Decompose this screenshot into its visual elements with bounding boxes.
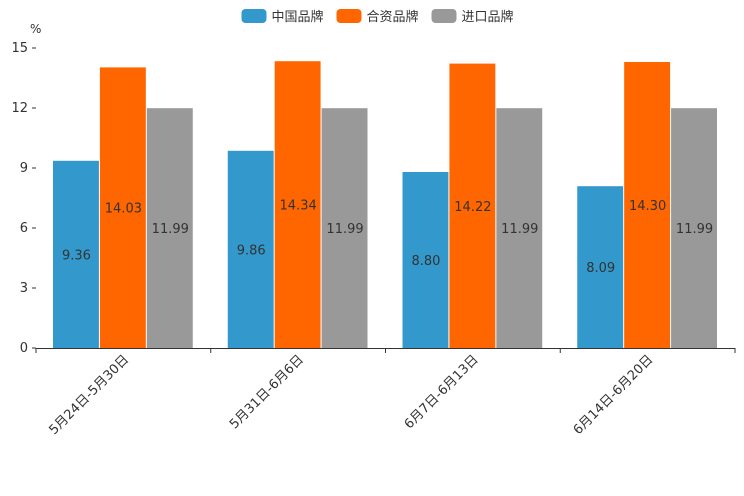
y-tick-label: 0 xyxy=(20,341,28,356)
legend-label: 进口品牌 xyxy=(462,9,514,25)
x-tick-label: 5月24日-5月30日 xyxy=(46,352,132,438)
data-label: 14.34 xyxy=(280,199,317,214)
bar xyxy=(99,67,146,349)
data-label: 14.03 xyxy=(105,202,142,217)
bar xyxy=(274,61,321,348)
legend-label: 中国品牌 xyxy=(272,9,324,25)
y-tick-label: 9 xyxy=(20,161,28,176)
bar xyxy=(671,108,717,348)
bar xyxy=(624,62,671,348)
data-label: 9.86 xyxy=(237,243,266,258)
data-labels: 9.36 9.86 8.80 8.09 14.03 14.34 14.22 14.30 11.9… xyxy=(62,199,713,277)
y-tick-label: 6 xyxy=(20,221,28,236)
data-label: 8.80 xyxy=(411,254,440,269)
data-label: 11.99 xyxy=(152,222,189,237)
x-tick-label: 6月14日-6月20日 xyxy=(571,352,657,438)
bar xyxy=(227,150,274,348)
legend-swatch xyxy=(431,9,457,23)
data-label: 11.99 xyxy=(501,222,538,237)
bar xyxy=(146,108,193,348)
data-label: 14.22 xyxy=(454,200,491,215)
legend-swatch xyxy=(241,9,267,23)
bar xyxy=(53,160,99,348)
data-label: 11.99 xyxy=(676,222,713,237)
y-tick-label: 3 xyxy=(20,281,28,296)
bar xyxy=(577,186,624,348)
bar xyxy=(496,108,543,348)
bar xyxy=(321,108,368,348)
y-axis: 0 3 6 9 12 15 xyxy=(11,41,36,356)
x-axis: 5月24日-5月30日 5月31日-6月6日 6月7日-6月13日 6月14日-6月2… xyxy=(35,348,736,438)
bars xyxy=(53,61,717,349)
y-tick-label: 12 xyxy=(11,101,28,116)
bar xyxy=(449,63,496,348)
data-label: 14.30 xyxy=(629,199,666,214)
bar xyxy=(402,172,449,348)
data-label: 11.99 xyxy=(326,222,363,237)
legend-label: 合资品牌 xyxy=(367,9,419,25)
x-tick-label: 6月7日-6月13日 xyxy=(402,352,482,432)
y-axis-unit-label: % xyxy=(30,22,41,36)
legend: 中国品牌 合资品牌 进口品牌 xyxy=(241,9,514,25)
y-tick-label: 15 xyxy=(11,41,28,56)
data-label: 8.09 xyxy=(586,261,615,276)
data-label: 9.36 xyxy=(62,248,91,263)
x-tick-label: 5月31日-6月6日 xyxy=(227,352,307,432)
legend-swatch xyxy=(336,9,362,23)
